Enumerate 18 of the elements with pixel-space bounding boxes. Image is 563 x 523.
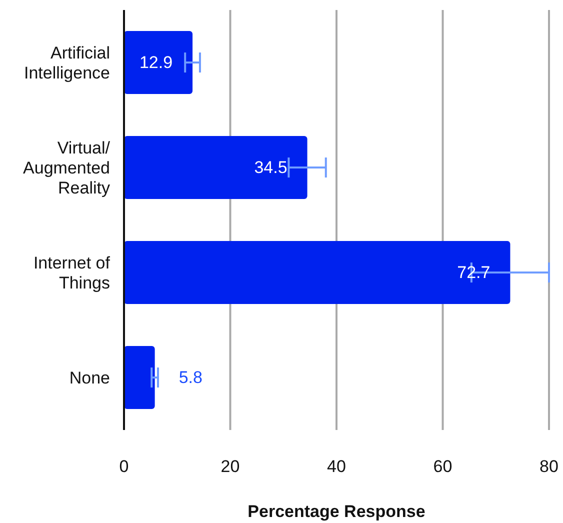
- data-label: 34.5: [254, 158, 288, 177]
- y-tick-label: Virtual/ Augmented Reality: [23, 138, 110, 197]
- bar: [124, 136, 308, 199]
- y-tick-label: Internet of Things: [33, 253, 110, 292]
- bar: [124, 241, 510, 304]
- x-tick-label: 80: [540, 457, 558, 476]
- bar: [124, 346, 155, 409]
- bar: [124, 31, 193, 94]
- data-label: 72.7: [457, 263, 490, 282]
- y-tick-label: Artificial Intelligence: [24, 43, 110, 82]
- x-axis-title: Percentage Response: [248, 502, 426, 521]
- x-tick-label: 20: [220, 457, 240, 476]
- data-label: 5.8: [178, 368, 202, 387]
- x-tick-label: 40: [327, 457, 346, 476]
- x-tick-label: 0: [119, 457, 129, 476]
- x-tick-label: 60: [433, 457, 452, 476]
- data-label: 12.9: [139, 53, 173, 72]
- y-tick-label: None: [69, 368, 110, 387]
